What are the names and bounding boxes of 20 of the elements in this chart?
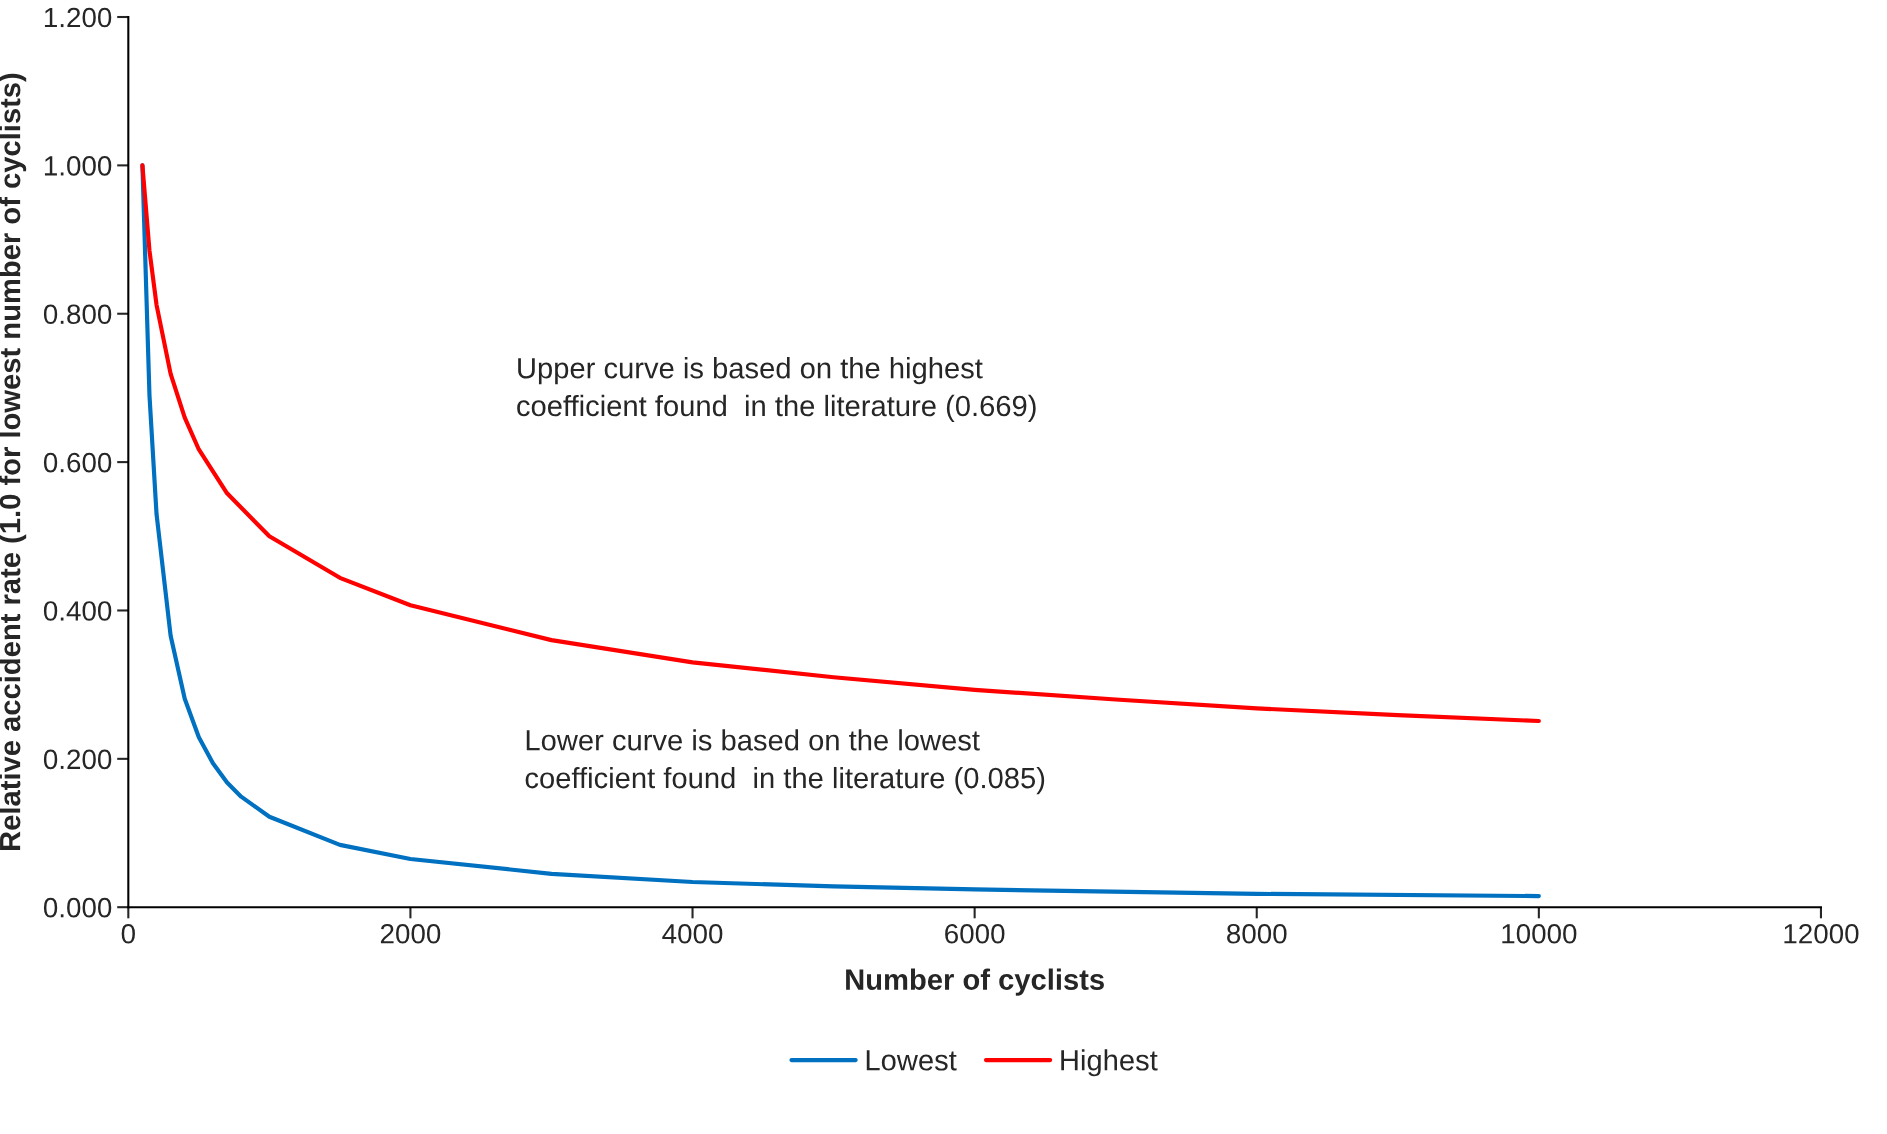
- y-tick-label: 0.200: [43, 749, 112, 770]
- y-tick-label: 0.800: [43, 304, 112, 325]
- x-axis-title: Number of cyclists: [846, 968, 1104, 996]
- x-tick-label: 0: [121, 923, 135, 944]
- annotation: Upper curve is based on the highest coefficient found in the literature (0.669): [517, 357, 1036, 423]
- legend-label: Lowest: [866, 1050, 957, 1071]
- line-series: [140, 163, 1541, 724]
- x-tick-label: 4000: [662, 923, 723, 944]
- y-tick-label: 0.600: [43, 452, 112, 473]
- y-tick-label: 0.400: [43, 601, 112, 621]
- y-tick-label: 1.200: [44, 7, 112, 28]
- legend-label: Highest: [1061, 1049, 1158, 1077]
- y-tick-label: 1.000: [44, 156, 112, 176]
- x-tick-label: 10000: [1502, 923, 1577, 944]
- x-tick-label: 12000: [1784, 923, 1859, 944]
- y-tick-label: 0.000: [43, 897, 112, 918]
- x-tick-label: 2000: [380, 923, 441, 944]
- annotation: Lower curve is based on the lowest coefficient found in the literature (0.085): [525, 729, 1045, 795]
- x-tick-label: 8000: [1227, 923, 1287, 944]
- x-tick-label: 6000: [945, 923, 1005, 944]
